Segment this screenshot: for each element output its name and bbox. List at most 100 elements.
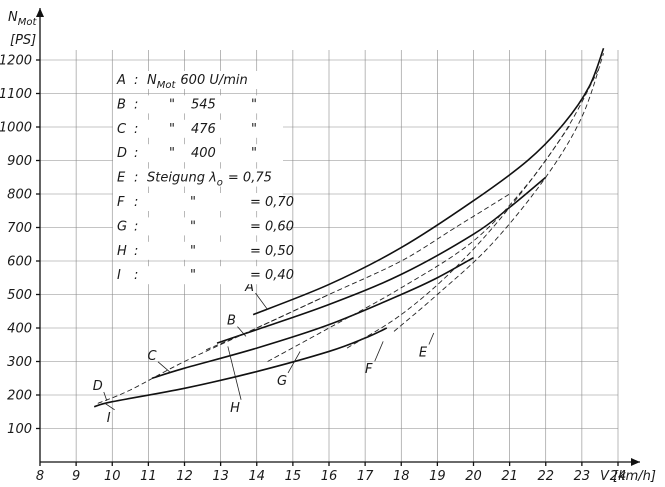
curve-I xyxy=(97,294,330,404)
legend-bg-G xyxy=(113,217,283,236)
curve-label-I: I xyxy=(107,411,111,426)
legend-bg-H xyxy=(113,241,283,260)
leader-C xyxy=(157,361,171,373)
legend-key-A: A xyxy=(116,73,126,88)
y-tick-label-1000: 1000 xyxy=(0,121,32,136)
legend-key-F: F xyxy=(117,195,125,210)
x-tick-label-16: 16 xyxy=(321,469,338,484)
legend-bg-C xyxy=(113,119,283,138)
x-tick-label-12: 12 xyxy=(176,469,193,484)
x-tick-label-24: 24 xyxy=(610,469,627,484)
legend-sep-H: : xyxy=(134,244,138,259)
y-tick-label-700: 700 xyxy=(7,221,32,236)
curve-label-A: A xyxy=(244,280,254,295)
leader-A xyxy=(255,292,268,310)
y-axis-arrow xyxy=(36,8,44,17)
leader-B xyxy=(237,326,247,337)
y-tick-label-300: 300 xyxy=(7,355,32,370)
legend-entry-I: I: " = 0,40 xyxy=(113,266,294,285)
legend-value-F: = 0,70 xyxy=(250,195,294,210)
x-tick-label-23: 23 xyxy=(574,469,591,484)
curve-label-G: G xyxy=(277,374,287,389)
legend: A: NMot 600 U/min B: " 545 " C: " 476 " D: " 400 " E: St… xyxy=(113,71,294,285)
legend-sep-G: : xyxy=(134,219,138,234)
leader-F xyxy=(374,341,384,362)
legend-sep-B: : xyxy=(134,97,138,112)
axis-titles: NMot [PS] V [km/h] xyxy=(8,10,656,484)
legend-ditto-G: " xyxy=(190,219,196,234)
legend-key-E: E xyxy=(117,171,126,186)
legend-ditto-I: " xyxy=(190,268,196,283)
curve-A xyxy=(252,47,605,316)
x-tick-label-22: 22 xyxy=(537,469,554,484)
y-axis-unit: [PS] xyxy=(10,33,36,48)
y-tick-label-1200: 1200 xyxy=(0,54,32,69)
legend-sep-E: : xyxy=(134,171,138,186)
legend-value-I: = 0,40 xyxy=(250,268,294,283)
legend-key-D: D xyxy=(117,146,127,161)
legend-ditto-D: " xyxy=(169,146,175,161)
legend-tail-B: " xyxy=(251,97,257,112)
x-tick-label-17: 17 xyxy=(357,469,374,484)
curve-label-C: C xyxy=(147,349,157,364)
legend-key-G: G xyxy=(117,219,127,234)
legend-entry-E: E: Steigung λo = 0,75 xyxy=(113,168,283,189)
legend-ditto-F: " xyxy=(190,195,196,210)
legend-key-H: H xyxy=(117,244,127,259)
x-tick-label-11: 11 xyxy=(140,469,157,484)
curve-E xyxy=(393,53,604,332)
curve-G xyxy=(267,123,572,362)
legend-ditto-C: " xyxy=(169,122,175,137)
legend-entry-F: F: " = 0,70 xyxy=(113,193,294,211)
legend-entry-A: A: NMot 600 U/min xyxy=(113,71,283,91)
legend-ditto-H: " xyxy=(190,244,196,259)
legend-text-E: Steigung λo = 0,75 xyxy=(147,171,272,189)
leader-G xyxy=(287,351,301,374)
legend-entry-C: C: " 476 " xyxy=(113,119,283,138)
series xyxy=(93,47,605,408)
legend-bg-A xyxy=(113,71,283,89)
legend-bg-E xyxy=(113,168,283,187)
x-tick-label-8: 8 xyxy=(36,469,44,484)
curve-label-B: B xyxy=(227,314,236,329)
x-tick-label-19: 19 xyxy=(429,469,446,484)
curve-label-D: D xyxy=(93,379,103,394)
leader-E xyxy=(428,332,435,345)
legend-key-B: B xyxy=(117,97,126,112)
legend-value-H: = 0,50 xyxy=(250,244,294,259)
legend-bg-I xyxy=(113,266,283,285)
y-tick-label-400: 400 xyxy=(7,322,32,337)
legend-value-C: 476 xyxy=(191,122,216,137)
legend-entry-G: G: " = 0,60 xyxy=(113,217,294,236)
axes xyxy=(36,8,640,466)
y-tick-label-800: 800 xyxy=(7,188,32,203)
curve-label-H: H xyxy=(230,401,240,416)
x-tick-label-14: 14 xyxy=(248,469,265,484)
y-tick-label-100: 100 xyxy=(7,422,32,437)
y-axis-title: NMot xyxy=(8,10,37,28)
y-tick-label-500: 500 xyxy=(7,288,32,303)
legend-ditto-B: " xyxy=(169,97,175,112)
legend-bg-F xyxy=(113,193,283,211)
curve-F xyxy=(346,66,601,349)
leader-I xyxy=(104,403,115,411)
x-tick-label-9: 9 xyxy=(72,469,80,484)
legend-text-A: NMot 600 U/min xyxy=(147,73,248,91)
y-tick-label-200: 200 xyxy=(7,389,32,404)
legend-value-B: 545 xyxy=(191,97,216,112)
x-axis-title: V [km/h] xyxy=(600,469,656,484)
x-tick-label-13: 13 xyxy=(212,469,229,484)
legend-entry-B: B: " 545 " xyxy=(113,95,283,114)
tick-labels: 8 9 10 11 12 13 14 15 16 17 18 19 20 21 22 23 24 100 200 30… xyxy=(0,54,626,485)
x-tick-label-10: 10 xyxy=(104,469,121,484)
curve-labels: A B C D E F G H I xyxy=(93,280,435,426)
legend-sep-D: : xyxy=(134,146,138,161)
legend-tail-D: " xyxy=(251,146,257,161)
legend-key-I: I xyxy=(117,268,121,283)
legend-value-D: 400 xyxy=(191,146,216,161)
legend-sep-A: : xyxy=(134,73,138,88)
grid xyxy=(40,50,619,462)
leader-H xyxy=(227,346,242,400)
leader-D xyxy=(103,391,108,401)
x-axis-arrow xyxy=(631,458,640,466)
